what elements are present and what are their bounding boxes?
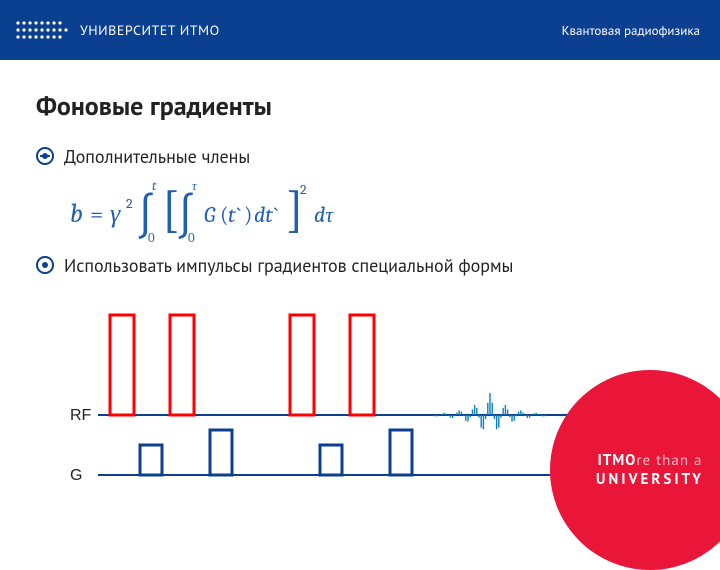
bullet-item: Использовать импульсы градиентов специал… — [36, 254, 684, 279]
slide-header: УНИВЕРСИТЕТ ИТМО Квантовая радиофизика — [0, 0, 720, 60]
svg-text:): ) — [244, 202, 252, 228]
svg-text:γ: γ — [110, 199, 121, 229]
svg-text:dτ: dτ — [314, 202, 334, 228]
svg-text:b: b — [70, 199, 83, 229]
svg-text:=: = — [90, 200, 103, 228]
svg-text:0: 0 — [188, 231, 195, 246]
badge-line-1: ITMOre than a — [598, 451, 703, 470]
bullet-item: Дополнительные члены — [36, 145, 684, 170]
page-title: Фоновые градиенты — [36, 90, 684, 123]
svg-text:RF: RF — [70, 407, 92, 424]
svg-text:G: G — [70, 467, 82, 484]
bullet-icon — [36, 256, 54, 279]
itmo-logo-icon — [14, 15, 70, 45]
bullet-text: Использовать импульсы градиентов специал… — [64, 254, 513, 277]
course-title: Квантовая радиофизика — [562, 22, 700, 39]
svg-text:0: 0 — [148, 231, 155, 246]
svg-text:2: 2 — [126, 195, 133, 212]
bullet-icon — [36, 147, 54, 170]
svg-text:dt`: dt` — [254, 202, 279, 228]
formula: b = γ 2 ∫ t 0 [ ∫ τ 0 G ( t` ) dt` ] — [70, 176, 684, 248]
svg-text:t`: t` — [228, 202, 241, 228]
svg-text:t: t — [152, 179, 157, 194]
svg-text:G: G — [204, 202, 216, 228]
svg-text:2: 2 — [300, 181, 307, 198]
brand-text: УНИВЕРСИТЕТ ИТМО — [80, 21, 220, 39]
bullet-text: Дополнительные члены — [64, 145, 250, 168]
badge-line-2: UNIVERSITY — [596, 470, 704, 489]
logo-block: УНИВЕРСИТЕТ ИТМО — [14, 15, 220, 45]
svg-text:τ: τ — [192, 179, 198, 194]
